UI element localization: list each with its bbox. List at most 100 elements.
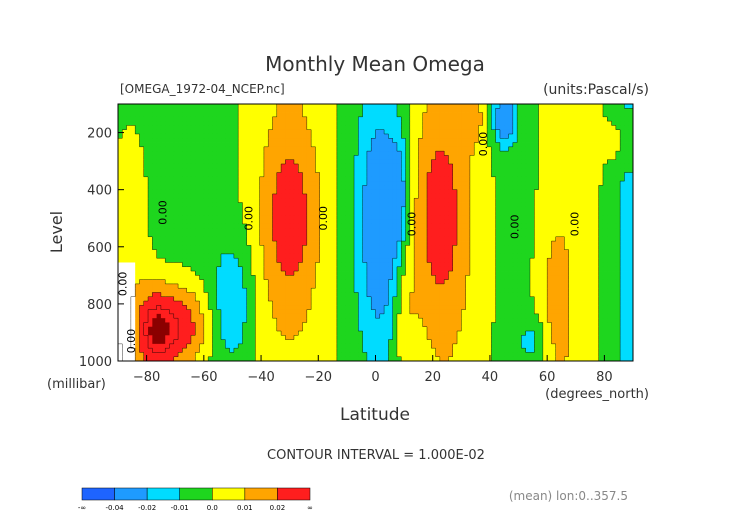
contour-cell: [118, 236, 123, 242]
contour-cell: [396, 262, 402, 268]
contour-cell: [448, 142, 454, 148]
contour-cell: [324, 266, 329, 272]
contour-cell: [160, 142, 166, 148]
contour-cell: [233, 112, 239, 118]
contour-cell: [594, 163, 600, 169]
contour-cell: [122, 146, 127, 152]
contour-cell: [572, 189, 578, 195]
contour-cell: [225, 232, 230, 238]
contour-cell: [122, 125, 127, 131]
contour-cell: [186, 172, 192, 178]
contour-cell: [148, 133, 153, 139]
contour-cell: [246, 168, 252, 173]
contour-cell: [414, 253, 419, 259]
contour-cell: [491, 219, 497, 225]
contour-cell: [165, 155, 170, 161]
contour-cell: [525, 275, 531, 281]
contour-cell: [229, 211, 235, 216]
contour-cell: [354, 219, 359, 225]
contour-cell: [272, 245, 278, 251]
contour-cell: [409, 189, 415, 195]
contour-cell: [491, 125, 497, 131]
contour-cell: [439, 116, 445, 122]
contour-cell: [143, 189, 149, 195]
contour-cell: [414, 146, 419, 152]
contour-cell: [302, 245, 308, 251]
contour-cell: [620, 138, 625, 143]
contour-cell: [263, 189, 269, 195]
contour-cell: [581, 159, 587, 165]
contour-cell: [375, 219, 381, 225]
contour-cell: [225, 211, 230, 216]
contour-cell: [302, 249, 308, 255]
contour-cell: [182, 151, 188, 156]
contour-cell: [461, 138, 467, 143]
contour-cell: [251, 193, 256, 199]
contour-cell: [358, 215, 364, 221]
contour-cell: [208, 202, 213, 208]
contour-cell: [345, 185, 351, 191]
contour-cell: [186, 198, 192, 203]
contour-cell: [521, 104, 527, 109]
contour-cell: [427, 223, 432, 229]
contour-cell: [165, 121, 170, 126]
contour-cell: [212, 176, 218, 182]
contour-cell: [508, 262, 514, 268]
contour-cell: [530, 206, 535, 212]
contour-cell: [379, 193, 385, 199]
contour-cell: [173, 176, 179, 182]
contour-cell: [281, 133, 286, 139]
contour-cell: [122, 241, 127, 246]
contour-cell: [212, 151, 218, 156]
contour-cell: [302, 232, 308, 238]
contour-cell: [392, 189, 398, 195]
contour-cell: [311, 104, 316, 109]
contour-cell: [225, 121, 230, 126]
contour-cell: [208, 108, 213, 113]
contour-cell: [354, 104, 359, 109]
contour-cell: [461, 271, 467, 276]
contour-cell: [190, 133, 196, 139]
contour-cell: [126, 279, 132, 285]
contour-cell: [517, 155, 522, 161]
contour-cell: [268, 181, 273, 186]
contour-cell: [551, 223, 557, 229]
contour-cell: [418, 275, 424, 281]
contour-cell: [186, 266, 192, 272]
contour-cell: [354, 202, 359, 208]
contour-cell: [439, 138, 445, 143]
contour-cell: [366, 133, 372, 139]
contour-cell: [499, 215, 505, 221]
contour-cell: [285, 155, 291, 161]
contour-cell: [525, 232, 531, 238]
contour-cell: [431, 151, 436, 156]
contour-cell: [594, 206, 600, 212]
contour-cell: [409, 172, 415, 178]
contour-cell: [203, 108, 209, 113]
contour-cell: [195, 236, 200, 242]
contour-cell: [289, 185, 295, 191]
contour-cell: [341, 155, 346, 161]
contour-cell: [542, 129, 548, 135]
contour-cell: [298, 206, 303, 212]
contour-cell: [302, 133, 308, 139]
contour-cell: [495, 223, 501, 229]
contour-cell: [581, 271, 587, 276]
contour-cell: [263, 129, 269, 135]
contour-cell: [371, 279, 376, 285]
contour-cell: [328, 223, 333, 229]
contour-cell: [375, 112, 381, 118]
contour-cell: [439, 241, 445, 246]
contour-cell: [448, 138, 454, 143]
contour-cell: [246, 236, 252, 242]
contour-cell: [285, 116, 291, 122]
contour-cell: [122, 116, 127, 122]
contour-cell: [366, 181, 372, 186]
contour-cell: [178, 228, 183, 233]
contour-cell: [590, 104, 595, 109]
contour-cell: [246, 262, 252, 268]
contour-cell: [212, 198, 218, 203]
contour-cell: [452, 202, 458, 208]
contour-cell: [585, 133, 591, 139]
contour-cell: [242, 245, 248, 251]
